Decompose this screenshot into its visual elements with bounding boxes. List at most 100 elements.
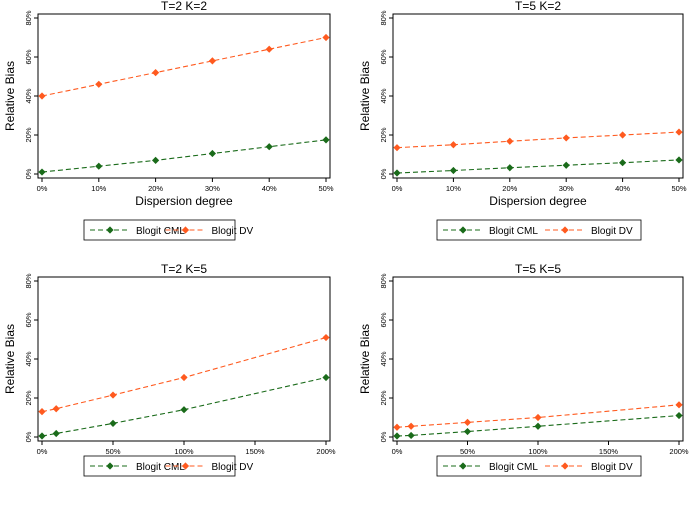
data-point [463,427,472,436]
data-point [619,131,627,139]
series-line-dv [396,404,680,428]
y-tick-label: 0% [24,431,33,442]
series-line-cml [41,139,327,173]
data-point [534,413,542,422]
x-axis-label: Dispersion degree [135,194,233,208]
legend-label: Blogit CML [489,226,538,237]
chart-title: T=5 K=2 [515,0,561,13]
data-point [534,422,542,430]
y-axis-label: Relative Bias [3,61,17,131]
data-point [95,162,103,170]
data-point [407,422,415,430]
data-point [506,137,514,145]
y-tick-label: 80% [379,10,388,25]
data-point [393,169,401,177]
x-tick-label: 100% [528,447,548,456]
x-tick-label: 200% [316,447,336,456]
x-tick-label: 0% [37,184,48,193]
y-tick-label: 40% [24,351,33,366]
x-tick-label: 30% [205,184,220,193]
legend-marker [106,226,114,234]
chart-panel-3: T=2 K=50%20%40%60%80%0%50%100%150%200%Di… [3,262,336,477]
data-point [322,136,330,144]
y-tick-label: 0% [379,431,388,442]
data-point [393,432,401,440]
x-tick-label: 0% [392,184,403,193]
series-line-dv [396,131,680,149]
x-tick-label: 50% [460,447,475,456]
x-tick-label: 150% [245,447,265,456]
data-point [38,408,46,416]
data-point [463,418,472,426]
data-point [449,166,457,175]
data-point [38,432,46,440]
y-tick-label: 40% [379,88,388,103]
data-point [52,405,60,413]
data-point [506,164,514,172]
data-point [562,161,570,169]
data-point [95,80,103,88]
legend-marker [459,226,467,234]
x-tick-label: 30% [559,184,574,193]
x-tick-label: 40% [615,184,630,193]
chart-title: T=2 K=2 [161,0,207,13]
data-point [265,45,273,53]
legend-label: Blogit DV [212,226,254,237]
y-tick-label: 60% [24,49,33,64]
legend-marker [561,462,569,470]
y-axis-label: Relative Bias [3,324,17,394]
y-tick-label: 40% [24,88,33,103]
legend-box [83,219,236,241]
legend-marker [181,462,190,470]
legend: Blogit CML Blogit DV [436,455,642,477]
x-tick-label: 40% [262,184,277,193]
y-tick-label: 80% [379,273,388,288]
plot-frame [37,276,331,442]
series-line-cml [396,415,680,437]
x-tick-label: 0% [37,447,48,456]
data-point [322,373,330,382]
y-tick-label: 60% [24,312,33,327]
legend: Blogit CML Blogit DV [83,219,254,241]
x-tick-label: 100% [174,447,194,456]
data-point [152,156,160,164]
data-point [180,406,188,414]
data-point [675,128,683,136]
plot-frame [37,13,331,179]
data-point [675,401,683,409]
chart-panel-2: T=5 K=2 0% 20% 40% 60% 80% 0% 10% 20% 30% 40% 50% Di… [358,0,687,241]
data-point [265,143,273,151]
legend-label: Blogit DV [591,226,633,237]
y-tick-label: 20% [379,127,388,142]
data-point [407,431,415,440]
x-tick-label: 50% [318,184,333,193]
y-tick-label: 80% [24,273,33,288]
data-point [322,33,330,42]
legend: Blogit CML Blogit DV [436,219,642,241]
legend-box [436,219,642,241]
data-point [152,69,160,77]
data-point [52,429,60,438]
plot-frame [392,13,684,179]
data-point [393,423,401,431]
x-tick-label: 0% [392,447,403,456]
x-tick-label: 10% [91,184,106,193]
data-point [675,411,683,420]
legend-label: Blogit CML [489,462,538,473]
data-point [322,333,330,342]
data-point [38,168,46,176]
x-tick-label: 20% [502,184,517,193]
data-point [675,156,683,164]
legend-box [436,455,642,477]
y-tick-label: 40% [379,351,388,366]
legend-marker [181,226,190,234]
x-axis-label: Dispersion degree [489,194,587,208]
chart-title: T=5 K=5 [515,262,561,276]
legend-label: Blogit CML [136,462,185,473]
legend-box [83,455,236,477]
chart-title: T=2 K=5 [161,262,207,276]
legend: Blogit CML Blogit DV [83,455,254,477]
data-point [619,159,627,167]
